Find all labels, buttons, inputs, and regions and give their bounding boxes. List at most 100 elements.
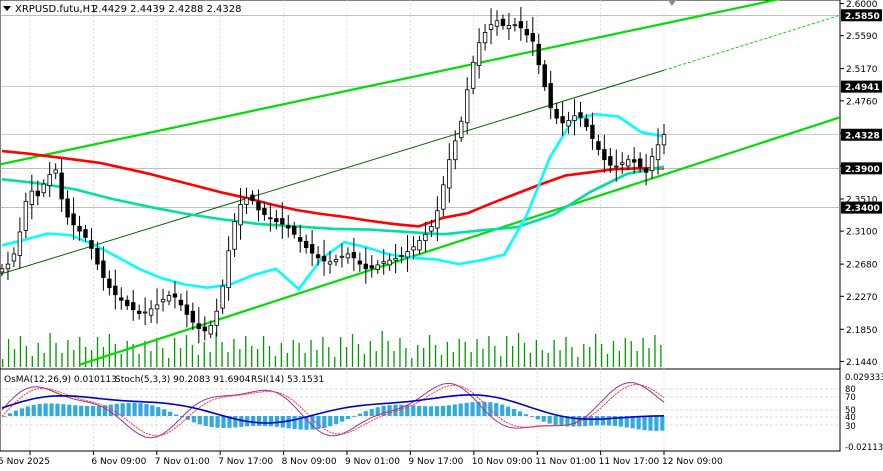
osma-bar [381,405,386,416]
level-price-badge [841,80,882,93]
osma-bar [102,405,108,416]
oscillator-tick-label: 30 [845,422,856,432]
symbol-info: XRPUSD.futu,H1 [15,4,97,15]
volume-bar [96,337,99,367]
candle-body [542,64,547,88]
candle-body [375,264,380,271]
osma-bar [304,416,309,430]
volume-bar [156,338,158,367]
channel-lower-line[interactable] [79,116,840,366]
volume-bar [612,341,615,367]
candle-body [655,144,661,161]
candle-body [381,261,386,264]
volume-bar [31,356,33,367]
oscillator-tick-label: 80 [845,385,856,395]
candle-body [554,109,559,119]
candle-body [5,263,11,270]
volume-bar [535,340,537,367]
stoch-signal-line [1,384,665,437]
candle-body [393,258,398,261]
candle-body [119,297,124,301]
volume-bar [482,349,484,367]
candle-body [286,225,291,229]
price-tick-label: 2.2680 [846,261,878,271]
volume-bar [523,343,526,367]
candle-body [405,251,410,258]
candle-body [518,21,524,29]
shift-marker-icon[interactable] [668,0,676,6]
volume-bar [322,337,324,367]
volume-bar [298,343,300,367]
candle-body [107,278,112,289]
osma-bar [120,403,125,416]
time-tick-label: 7 Nov 17:00 [218,457,273,467]
osma-bar [571,416,576,427]
osma-bar [67,404,72,416]
volume-bar [446,342,449,367]
candle-body [154,304,160,310]
volume-bar [488,336,490,367]
osma-bar [589,416,594,426]
candle-body [71,213,76,226]
channel-upper-line[interactable] [0,0,840,166]
time-tick-label: 7 Nov 01:00 [155,457,210,467]
candle-body [202,326,207,332]
osma-bar [144,403,149,416]
osma-bar [428,406,434,416]
volume-bar [179,348,182,367]
candle-body [596,141,601,150]
osma-bar [600,416,606,426]
candle-body [142,311,148,314]
moving-averages [1,112,665,292]
candle-body [584,118,589,128]
osma-bar [108,404,113,416]
volume-bar [589,347,591,367]
osma-bar [185,416,191,420]
candle-body [339,255,345,258]
volume-bar [328,347,330,367]
candle-body [208,324,213,335]
candle-body [0,268,5,273]
time-axis: 5 Nov 2025 6 Nov 09:00 7 Nov 01:00 7 Nov 17… [0,451,723,467]
osma-bar [541,416,546,422]
trend-channel[interactable] [0,0,840,366]
candle-body [399,255,404,257]
level-price-badge [841,162,882,175]
volume-bar [168,358,170,367]
candlesticks [0,7,667,344]
channel-mid-line[interactable] [0,69,665,275]
volume-bar [494,346,496,367]
chart-header: XRPUSD.futu,H1 2.4429 2.4439 2.4288 2.43… [3,4,242,15]
osma-bar [138,403,143,416]
ma-teal-line [1,165,665,236]
osma-bar [369,408,374,416]
time-tick-label: 9 Nov 01:00 [345,457,400,467]
volume-bar [500,356,502,367]
candle-body [184,304,190,315]
rsi-line [1,394,665,424]
price-axis: 2.60002.55902.51702.47602.43502.39302.35… [840,0,882,368]
candle-body [65,198,70,218]
osma-bar [96,405,102,416]
oscillator-tick-label: 40 [845,413,856,423]
candle-body [101,260,106,278]
osma-bar [2,416,7,417]
volume-bar [132,344,134,367]
osma-bar [55,403,60,416]
volume-bar [49,333,51,367]
volume-bar [114,344,116,367]
osma-bar [132,402,137,416]
osma-bar [583,416,588,427]
candle-body [387,259,392,266]
ma-red-line [1,149,664,228]
osma-bar [114,403,119,416]
candle-body [309,244,315,254]
volume-bar [286,353,288,367]
level-lines [0,14,840,208]
dropdown-triangle-icon[interactable] [3,6,11,11]
volume-bar [85,347,87,367]
osma-bar [446,405,451,416]
candle-body [643,167,649,173]
candle-body [423,233,428,241]
